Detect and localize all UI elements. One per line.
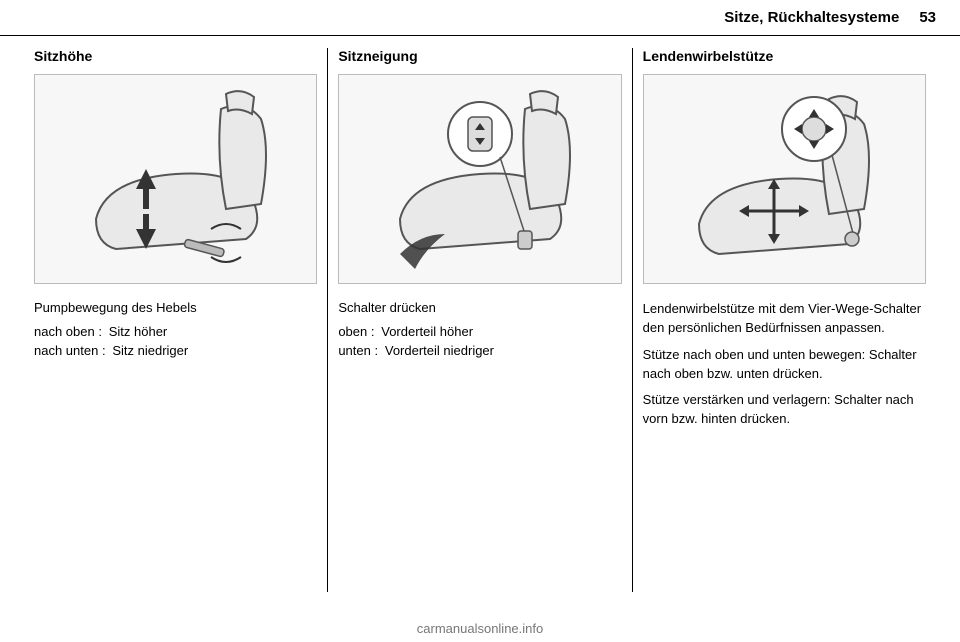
def-colon: : — [95, 323, 109, 342]
page-header: Sitze, Rückhaltesysteme 53 — [0, 0, 960, 36]
figure-seat-height — [34, 74, 317, 284]
def-row: nach unten : Sitz niedriger — [34, 342, 317, 361]
col1-definitions: nach oben : Sitz höher nach unten : Sitz… — [34, 323, 317, 361]
def-row: unten : Vorderteil niedriger — [338, 342, 621, 361]
seat-height-icon — [46, 79, 306, 279]
col2-caption: Schalter drücken — [338, 300, 621, 315]
column-lendenwirbel: Lendenwirbelstütze — [633, 48, 936, 592]
def-desc: Sitz höher — [109, 323, 318, 342]
col2-definitions: oben : Vorderteil höher unten : Vorderte… — [338, 323, 621, 361]
def-row: nach oben : Sitz höher — [34, 323, 317, 342]
col3-title: Lendenwirbelstütze — [643, 48, 926, 64]
page-number: 53 — [919, 9, 936, 26]
col1-caption: Pumpbewegung des Hebels — [34, 300, 317, 315]
def-colon: : — [98, 342, 112, 361]
lumbar-support-icon — [654, 79, 914, 279]
def-term: oben — [338, 323, 367, 342]
chapter-title: Sitze, Rückhaltesysteme — [724, 9, 899, 26]
def-term: nach unten — [34, 342, 98, 361]
seat-tilt-icon — [350, 79, 610, 279]
def-desc: Sitz niedriger — [112, 342, 317, 361]
col2-title: Sitzneigung — [338, 48, 621, 64]
figure-seat-tilt — [338, 74, 621, 284]
footer-watermark: carmanualsonline.info — [0, 621, 960, 636]
figure-lumbar-support — [643, 74, 926, 284]
column-sitzneigung: Sitzneigung — [328, 48, 632, 592]
def-colon: : — [371, 342, 385, 361]
def-row: oben : Vorderteil höher — [338, 323, 621, 342]
def-term: nach oben — [34, 323, 95, 342]
def-desc: Vorderteil höher — [381, 323, 621, 342]
column-sitzhoehe: Sitzhöhe — [24, 48, 328, 592]
def-term: unten — [338, 342, 371, 361]
content-columns: Sitzhöhe — [0, 36, 960, 592]
col3-p3: Stütze verstärken und verlagern: Schalte… — [643, 391, 926, 429]
def-desc: Vorderteil niedriger — [385, 342, 622, 361]
manual-page: Sitze, Rückhaltesysteme 53 Sitzhöhe — [0, 0, 960, 642]
col1-title: Sitzhöhe — [34, 48, 317, 64]
col3-p1: Lendenwirbelstütze mit dem Vier-Wege-Sch… — [643, 300, 926, 338]
col3-p2: Stütze nach oben und unten bewegen: Scha… — [643, 346, 926, 384]
def-colon: : — [367, 323, 381, 342]
